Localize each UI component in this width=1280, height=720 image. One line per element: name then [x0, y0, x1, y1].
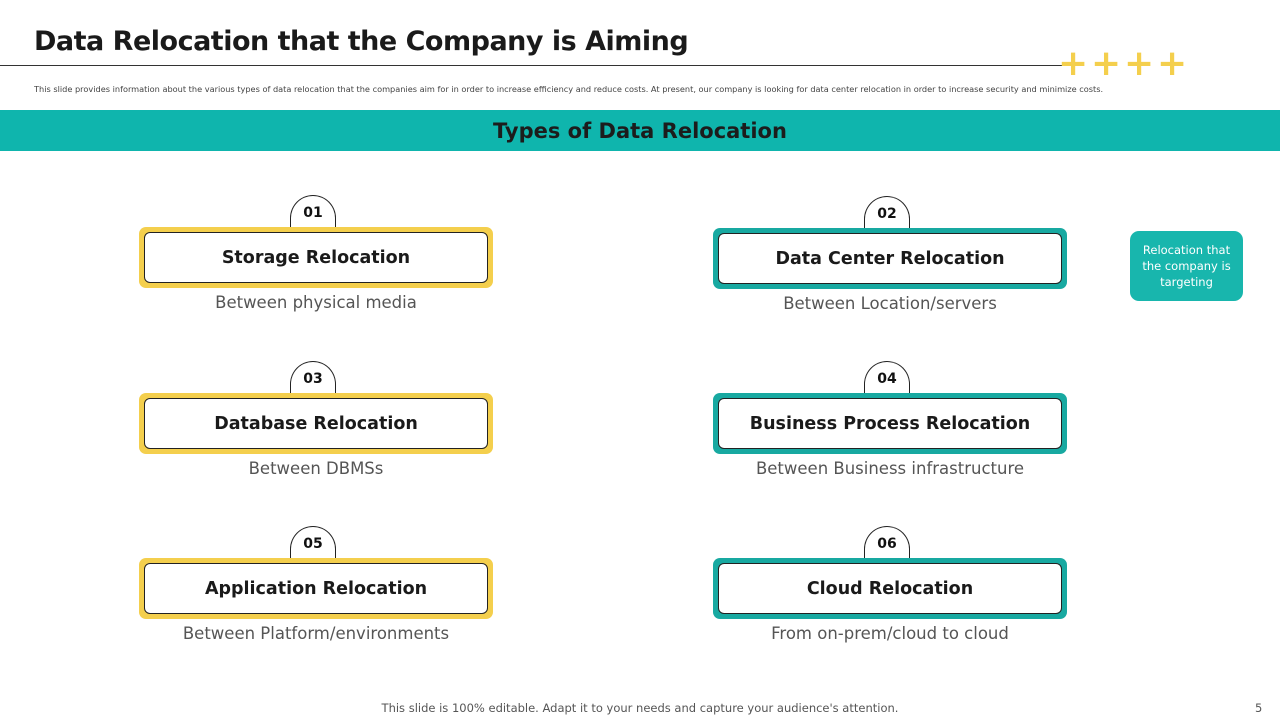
card-label: Business Process Relocation: [718, 398, 1062, 449]
card-number-tab: 02: [864, 196, 910, 230]
card-number-tab: 03: [290, 361, 336, 395]
card-frame: Data Center Relocation: [713, 228, 1067, 289]
relocation-card-application: 05 Application Relocation Between Platfo…: [139, 526, 493, 643]
card-frame: Storage Relocation: [139, 227, 493, 288]
card-subtitle: Between Business infrastructure: [755, 459, 1025, 478]
card-subtitle: Between Platform/environments: [182, 624, 450, 643]
card-subtitle: Between physical media: [215, 293, 417, 312]
title-underline: [0, 65, 1062, 66]
card-label: Cloud Relocation: [718, 563, 1062, 614]
section-band: Types of Data Relocation: [0, 110, 1280, 151]
slide-title: Data Relocation that the Company is Aimi…: [34, 26, 689, 57]
slide-description: This slide provides information about th…: [34, 84, 1104, 94]
card-number-tab: 01: [290, 195, 336, 229]
footer-note: This slide is 100% editable. Adapt it to…: [381, 701, 899, 715]
card-subtitle: From on-prem/cloud to cloud: [771, 624, 1009, 643]
card-label: Data Center Relocation: [718, 233, 1062, 284]
relocation-card-cloud: 06 Cloud Relocation From on-prem/cloud t…: [713, 526, 1067, 643]
card-frame: Business Process Relocation: [713, 393, 1067, 454]
plus-icon: +: [1058, 43, 1089, 84]
plus-decoration: + + + +: [1058, 43, 1188, 84]
card-subtitle: Between Location/servers: [783, 294, 997, 313]
card-frame: Cloud Relocation: [713, 558, 1067, 619]
relocation-card-business-process: 04 Business Process Relocation Between B…: [713, 361, 1067, 478]
target-callout: Relocation that the company is targeting: [1130, 231, 1243, 301]
card-subtitle: Between DBMSs: [248, 459, 384, 478]
plus-icon: +: [1091, 43, 1122, 84]
relocation-card-database: 03 Database Relocation Between DBMSs: [139, 361, 493, 478]
card-label: Storage Relocation: [144, 232, 488, 283]
card-frame: Application Relocation: [139, 558, 493, 619]
card-frame: Database Relocation: [139, 393, 493, 454]
relocation-card-storage: 01 Storage Relocation Between physical m…: [139, 195, 493, 312]
card-label: Database Relocation: [144, 398, 488, 449]
card-number-tab: 06: [864, 526, 910, 560]
card-number-tab: 05: [290, 526, 336, 560]
section-heading: Types of Data Relocation: [493, 118, 787, 143]
page-number: 5: [1255, 701, 1263, 715]
plus-icon: +: [1157, 43, 1188, 84]
relocation-card-data-center: 02 Data Center Relocation Between Locati…: [713, 196, 1067, 313]
plus-icon: +: [1124, 43, 1155, 84]
card-label: Application Relocation: [144, 563, 488, 614]
card-number-tab: 04: [864, 361, 910, 395]
